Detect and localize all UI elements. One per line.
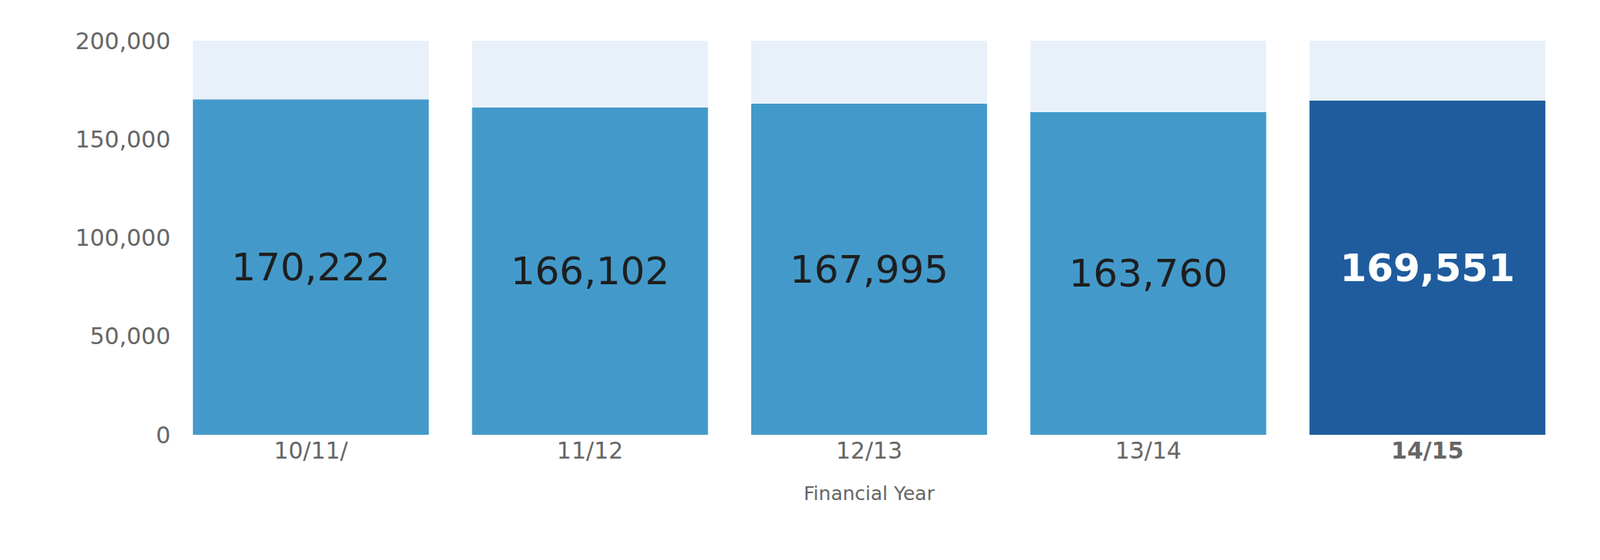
svg-text:100,000: 100,000 xyxy=(75,224,171,252)
svg-text:163,760: 163,760 xyxy=(1069,251,1229,296)
svg-text:12/13: 12/13 xyxy=(835,437,902,464)
svg-text:10/11/: 10/11/ xyxy=(273,437,348,464)
svg-text:150,000: 150,000 xyxy=(75,125,171,153)
svg-text:14/15: 14/15 xyxy=(1391,437,1464,464)
svg-text:0: 0 xyxy=(155,421,171,449)
svg-text:11/12: 11/12 xyxy=(556,437,623,464)
svg-text:167,995: 167,995 xyxy=(789,247,949,292)
svg-text:50,000: 50,000 xyxy=(89,322,171,350)
svg-text:170,222: 170,222 xyxy=(231,245,391,290)
svg-text:169,551: 169,551 xyxy=(1339,245,1515,291)
svg-text:166,102: 166,102 xyxy=(510,248,670,294)
svg-text:Financial Year: Financial Year xyxy=(803,482,935,505)
svg-text:13/14: 13/14 xyxy=(1115,437,1182,464)
svg-text:200,000: 200,000 xyxy=(75,27,171,55)
